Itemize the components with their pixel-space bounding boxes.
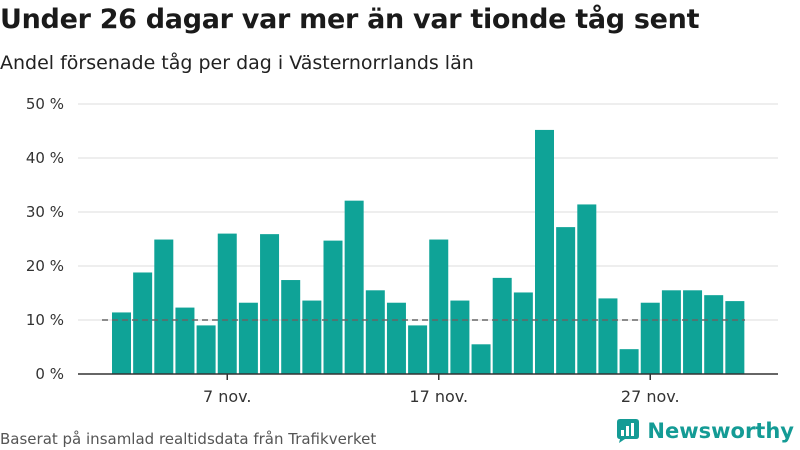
bar xyxy=(450,300,470,374)
newsworthy-logo: Newsworthy xyxy=(615,418,794,444)
bar xyxy=(640,302,660,374)
x-tick-label: 7 nov. xyxy=(203,387,252,406)
bar xyxy=(429,239,449,374)
bar xyxy=(471,344,491,374)
bar xyxy=(238,302,258,374)
bar xyxy=(217,233,237,374)
x-tick-label: 17 nov. xyxy=(409,387,468,406)
bar xyxy=(154,239,174,374)
bar xyxy=(725,301,745,374)
bar xyxy=(661,290,681,374)
axes: 0 % 10 % 20 % 30 % 40 % 50 % 7 nov. 17 nov. 27 n… xyxy=(26,95,778,406)
bar xyxy=(344,200,364,374)
y-tick-label: 30 % xyxy=(26,203,64,221)
bar xyxy=(323,240,343,374)
x-tick-label: 27 nov. xyxy=(621,387,680,406)
bar xyxy=(365,290,385,374)
y-tick-label: 50 % xyxy=(26,95,64,113)
bar xyxy=(556,227,576,374)
newsworthy-logo-icon xyxy=(617,419,640,443)
bar xyxy=(577,204,597,374)
bar xyxy=(260,234,280,374)
bar xyxy=(302,300,322,374)
logo-text: Newsworthy xyxy=(647,419,794,443)
bars xyxy=(112,129,745,374)
bar xyxy=(408,325,428,374)
bar xyxy=(281,280,301,374)
chart-title: Under 26 dagar var mer än var tionde tåg… xyxy=(0,4,700,35)
bar-chart: 0 % 10 % 20 % 30 % 40 % 50 % 7 nov. 17 nov. 27 n… xyxy=(26,95,778,406)
source-note: Baserat på insamlad realtidsdata från Tr… xyxy=(0,430,377,448)
bar xyxy=(513,292,533,374)
bar xyxy=(598,298,618,374)
bar xyxy=(175,307,195,374)
y-tick-label: 0 % xyxy=(35,365,64,383)
y-tick-label: 40 % xyxy=(26,149,64,167)
y-tick-label: 10 % xyxy=(26,311,64,329)
bar xyxy=(535,129,554,374)
chart-subtitle: Andel försenade tåg per dag i Västernorr… xyxy=(0,52,474,74)
bar xyxy=(683,290,703,374)
grid-lines xyxy=(78,103,778,321)
bar xyxy=(133,272,153,374)
y-tick-label: 20 % xyxy=(26,257,64,275)
bar xyxy=(704,295,724,374)
bar xyxy=(112,312,131,374)
bar xyxy=(386,302,406,374)
bar xyxy=(619,349,639,374)
bar xyxy=(492,277,512,374)
bar xyxy=(196,325,216,374)
